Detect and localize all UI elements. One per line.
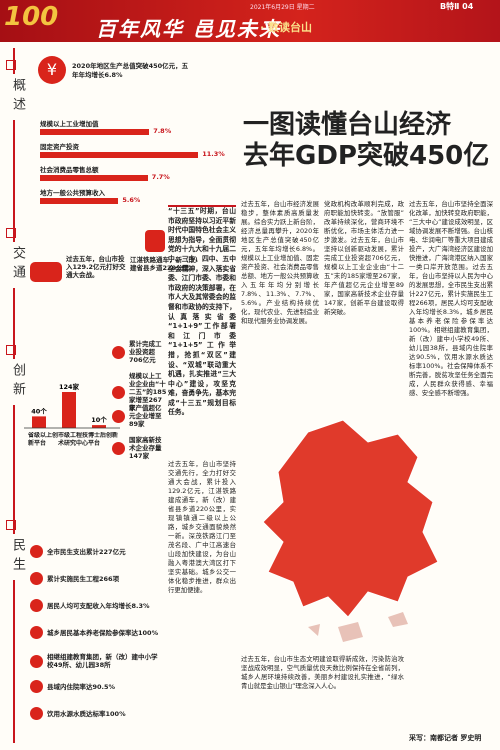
date: 2021年6月29日 星期二 <box>250 4 315 11</box>
livelihood-item: 居民人均可支配收入年均增长8.3% <box>30 599 162 612</box>
overview-bar <box>40 129 150 135</box>
item-icon <box>30 707 43 720</box>
body-column: 过去五年，台山市生态文明建设取得新成效，污染防治攻坚战成效明显，空气质量优良天数… <box>241 655 404 690</box>
yuan-icon: ¥ <box>38 56 66 84</box>
section-label: 概述 <box>8 74 27 120</box>
livelihood-item: 县域内住院率达90.5% <box>30 680 162 693</box>
headline-line: 一图读懂台山经济 <box>243 110 452 140</box>
transport-text: 过去五年，台山市投入129.2亿元打好交通大会战。 <box>66 255 126 279</box>
item-icon <box>112 409 125 423</box>
innovation-value: 40个 <box>31 406 47 415</box>
map-region <box>262 419 439 618</box>
banner: 100 2021年6月29日 星期二 B特Ⅱ 04 百年风华 邑见未来 · 数读… <box>0 0 500 42</box>
intro: “十三五”时期，台山市政府坚持以习近平新时代中国特色社会主义思想为指导，全面贯彻… <box>168 205 236 455</box>
innovation-item: 年产值超亿元企业增至89家 <box>112 404 167 428</box>
headline-line: 去年GDP突破450亿 <box>243 141 490 171</box>
item-icon <box>30 599 43 612</box>
body-column: 过去五年，台山市经济发展稳步，整体素质高质量发展。综合实力跃上新台阶，经济总量再… <box>241 200 319 325</box>
item-text: 县域内住院率达90.5% <box>47 682 116 691</box>
item-icon <box>30 626 43 639</box>
overview-bar <box>40 152 199 158</box>
overview-label: 地方一般公共预算收入 <box>40 189 105 197</box>
overview-bar <box>40 175 148 181</box>
innovation-label: 市级工程技术研究中心 <box>58 432 88 447</box>
innovation-bar <box>62 392 76 428</box>
item-text: 居民人均可支配收入年均增长8.3% <box>47 601 150 610</box>
livelihood-item: 相继组建教育集团，新（改）建中小学校49所、幼儿园38所 <box>30 653 162 669</box>
map-island <box>308 612 408 642</box>
edition: B特Ⅱ 04 <box>440 2 474 11</box>
section-label: 民生 <box>8 534 27 580</box>
overview-label: 规模以上工业增加值 <box>40 120 99 128</box>
headline: 一图读懂台山经济 去年GDP突破450亿 <box>243 110 498 172</box>
map <box>262 419 439 642</box>
section-box <box>6 345 16 355</box>
body-column: 过去五年，台山市坚持全面深化改革，加快转变政府职能，“三大中心”建设成效明显，区… <box>409 200 493 397</box>
overview-label: 固定资产投资 <box>40 143 79 151</box>
banner-subtitle: · 数读台山 <box>260 21 313 34</box>
body-column: 过去五年，台山市坚持交通先行，全力打好交通大会战，累计投入129.2亿元，江湛铁… <box>168 460 236 594</box>
banner-title: 百年风华 邑见未来 <box>96 17 281 41</box>
innovation-item: 累计完成工业投资超706亿元 <box>112 340 167 364</box>
train-icon <box>145 230 165 252</box>
item-icon <box>112 441 125 455</box>
section-box <box>6 520 16 530</box>
transport-text: 江湛铁路通车，新（改）建省县乡道220公里。 <box>130 256 202 272</box>
overview-value: 7.8% <box>153 127 172 135</box>
item-icon <box>30 680 43 693</box>
innovation-item: 规模以上工业企业由“十二五”的185家增至267家 <box>112 372 167 412</box>
livelihood-item: 累计实施民生工程266项 <box>30 572 162 585</box>
item-icon <box>30 654 43 668</box>
item-text: 相继组建教育集团，新（改）建中小学校49所、幼儿园38所 <box>47 653 158 669</box>
livelihood-item: 城乡居民基本养老保险参保率达100% <box>30 626 162 639</box>
overview-value: 11.3% <box>202 150 225 158</box>
innovation-item: 国家高新技术企业存量147家 <box>112 436 167 460</box>
item-icon <box>112 385 125 399</box>
item-text: 国家高新技术企业存量147家 <box>129 436 162 460</box>
section-label: 创新 <box>8 359 27 405</box>
overview-label: 社会消费品零售总额 <box>40 166 99 174</box>
livelihood-item: 全市民生支出累计227亿元 <box>30 545 162 558</box>
item-text: 全市民生支出累计227亿元 <box>47 547 126 556</box>
car-icon <box>30 262 62 282</box>
item-text: 城乡居民基本养老保险参保率达100% <box>47 628 159 637</box>
innovation-value: 10个 <box>91 415 107 424</box>
livelihood-item: 饮用水源水质达标率100% <box>30 707 162 720</box>
item-icon <box>112 345 125 359</box>
innovation-label: 博士后创新平台 <box>88 432 118 447</box>
logo: 100 <box>4 2 59 32</box>
section-box <box>6 60 16 70</box>
byline: 采写：南都记者 罗史明 <box>409 734 482 742</box>
item-text: 年产值超亿元企业增至89家 <box>129 404 162 428</box>
item-text: 累计实施民生工程266项 <box>47 574 120 583</box>
item-text: 累计完成工业投资超706亿元 <box>129 340 162 364</box>
innovation-value: 124家 <box>59 382 80 391</box>
innovation-bar <box>32 416 46 428</box>
item-text: 饮用水源水质达标率100% <box>47 709 126 718</box>
innovation-chart: 40个 124家 10个 <box>24 382 120 429</box>
item-icon <box>30 545 43 558</box>
body-column: 党政机构改革顺利完成，政府职能加快转变。“放管服”改革持续深化，营商环境不断优化… <box>324 200 404 316</box>
overview-bar <box>40 198 119 204</box>
section-box <box>6 228 16 238</box>
section-label: 交通 <box>8 242 27 288</box>
overview-value: 5.6% <box>122 196 141 204</box>
item-text: 规模以上工业企业由“十二五”的185家增至267家 <box>129 372 167 412</box>
innovation-bar <box>92 425 106 428</box>
item-icon <box>30 572 43 585</box>
innovation-label: 省级以上创新平台 <box>28 432 58 447</box>
overview-value: 7.7% <box>151 173 170 181</box>
overview-lead: 2020年地区生产总值突破450亿元，五年年均增长6.8% <box>72 62 189 79</box>
